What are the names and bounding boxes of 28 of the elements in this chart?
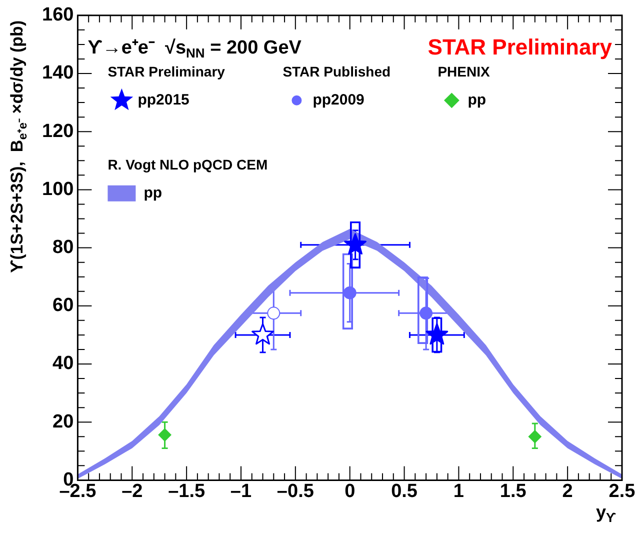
- x-tick-label: 1: [453, 480, 464, 502]
- legend-label: pp: [144, 184, 162, 202]
- x-tick-label: –0.5: [276, 480, 314, 502]
- y-tick-label: 80: [52, 237, 74, 258]
- x-tick-label: 2.5: [608, 480, 636, 502]
- y-tick-label: 20: [52, 411, 74, 432]
- x-tick-label: –2: [122, 480, 143, 502]
- x-tick-label: 1.5: [500, 480, 527, 502]
- annotation: PHENIX: [438, 63, 490, 80]
- legend-label: pp2009: [312, 92, 364, 109]
- y-tick-label: 160: [42, 4, 74, 26]
- legend-label: pp: [468, 92, 486, 109]
- x-tick-label: 0.5: [391, 480, 418, 502]
- annotation: STAR Preliminary: [108, 63, 226, 80]
- y-tick-label: 60: [52, 295, 74, 316]
- x-tick-label: –1.5: [168, 480, 206, 502]
- x-tick-label: 0: [344, 480, 356, 502]
- annotation: STAR Preliminary: [428, 34, 613, 60]
- annotation: R. Vogt NLO pQCD CEM: [108, 156, 268, 172]
- y-tick-label: 120: [42, 120, 74, 142]
- legend-label: pp2015: [138, 92, 190, 109]
- y-axis-title: ϒ(1S+2S+3S), Be⁺e⁻ ×dσ/dy (pb): [8, 20, 30, 273]
- x-tick-label: 2: [562, 480, 573, 502]
- y-tick-label: 140: [42, 62, 74, 84]
- y-tick-label: 40: [52, 353, 74, 374]
- y-tick-label: 100: [42, 178, 74, 200]
- annotation: STAR Published: [282, 63, 391, 80]
- x-tick-label: –1: [230, 480, 252, 502]
